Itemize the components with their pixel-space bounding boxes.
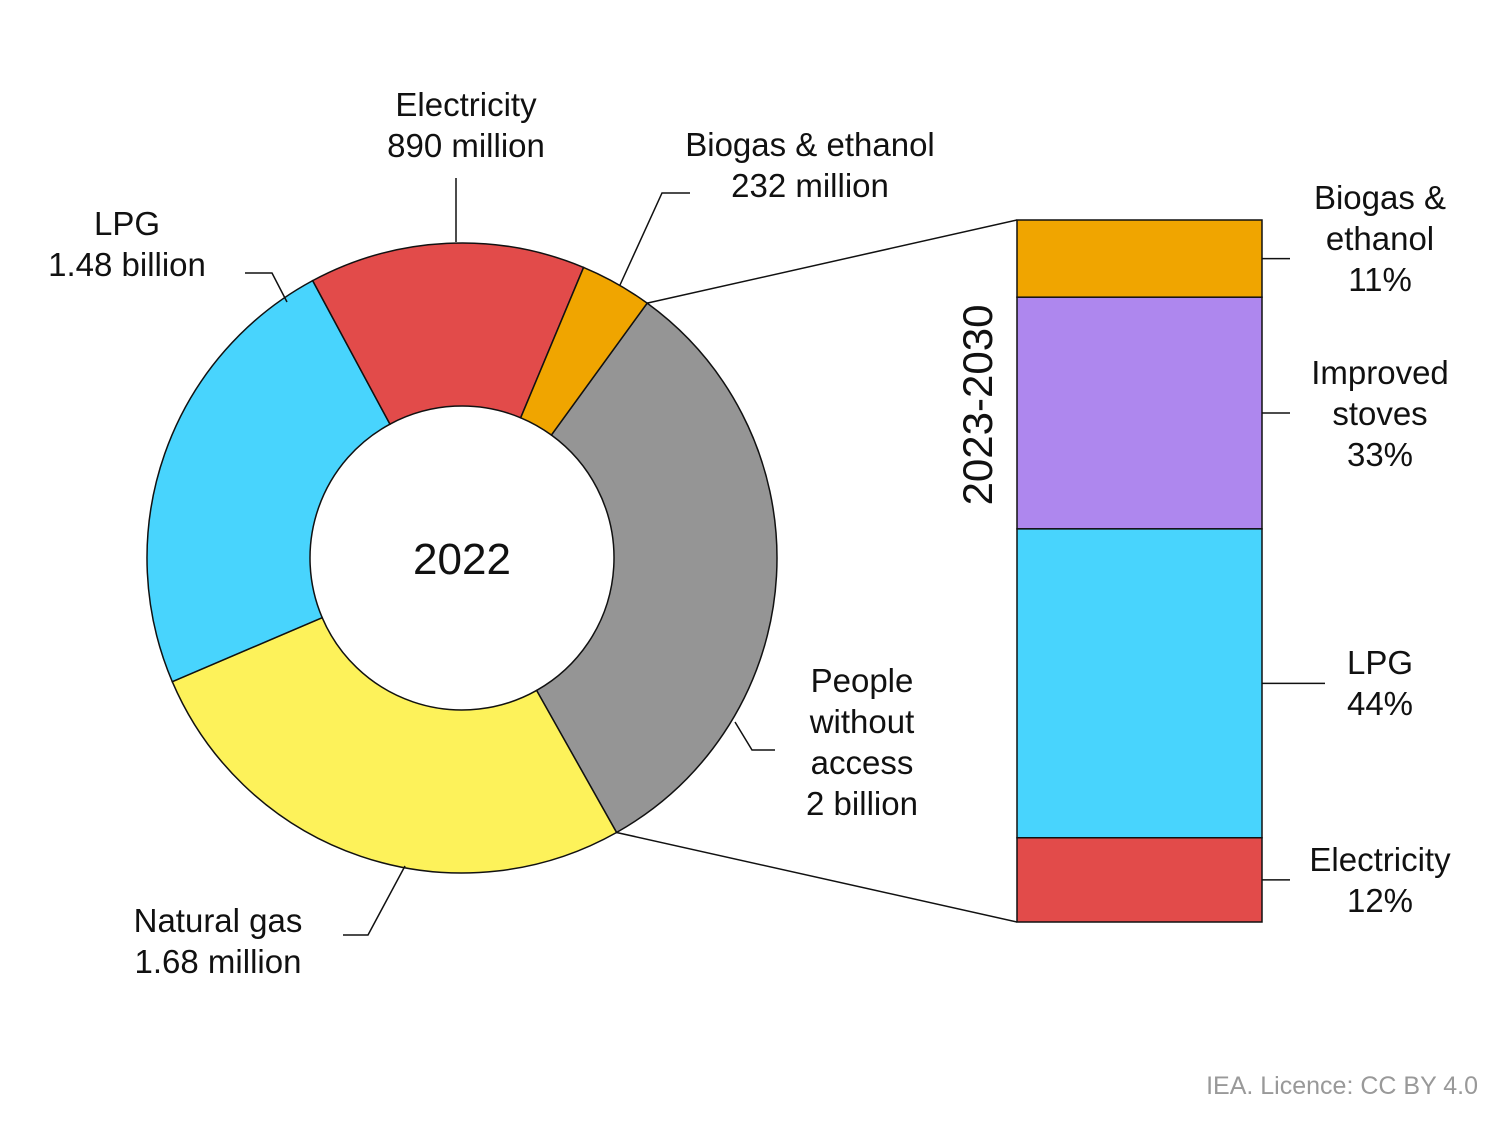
category-label: Biogas & ethanol: [1313, 179, 1447, 258]
value-label: 44%: [1346, 685, 1414, 723]
category-label: Improved stoves: [1311, 353, 1449, 432]
donut-slice: [171, 616, 618, 874]
value-label: 1.48 billion: [48, 246, 206, 283]
category-label: Electricity: [1309, 840, 1451, 878]
period-label: 2023-2030: [954, 305, 1001, 506]
leader-line: [734, 721, 775, 751]
credit: IEA. Licence: CC BY 4.0: [1206, 1072, 1478, 1100]
segment-label: LPG 44%: [1280, 642, 1480, 724]
donut-slice: [519, 266, 649, 437]
category-label: Biogas & ethanol: [685, 126, 935, 163]
bar-segment: [1016, 219, 1263, 298]
value-label: 2 billion: [806, 785, 918, 822]
category-label: LPG: [93, 205, 161, 242]
leader-line: [343, 865, 406, 936]
donut-slice: [146, 279, 391, 683]
leader-line: [245, 272, 288, 303]
category-label: Natural gas: [133, 902, 303, 939]
value-label: 232 million: [731, 167, 889, 204]
value-label: 890 million: [387, 127, 545, 164]
slice-label: Electricity 890 million: [336, 84, 596, 166]
segment-label: Electricity 12%: [1280, 839, 1480, 921]
value-label: 12%: [1346, 881, 1414, 919]
segment-label: Improved stoves 33%: [1280, 352, 1480, 475]
leader-line: [619, 192, 690, 286]
bar-segment: [1016, 296, 1263, 530]
value-label: 33%: [1346, 435, 1414, 473]
slice-label: Biogas & ethanol 232 million: [650, 124, 970, 206]
category-label: People without access: [809, 662, 915, 781]
slice-label: People without access 2 billion: [787, 660, 937, 824]
donut-slice: [311, 242, 585, 426]
value-label: 11%: [1348, 261, 1412, 299]
center-label: 2022: [413, 535, 511, 584]
slice-label: Natural gas 1.68 million: [88, 900, 348, 982]
donut-slice: [535, 302, 778, 834]
segment-label: Biogas & ethanol 11%: [1280, 177, 1480, 300]
connector: [616, 831, 1018, 923]
slice-label: LPG 1.48 billion: [7, 203, 247, 285]
connector: [646, 219, 1018, 304]
category-label: Electricity: [395, 86, 537, 123]
value-label: 1.68 million: [134, 943, 302, 980]
bar-segment: [1016, 528, 1263, 839]
bar-segment: [1016, 837, 1263, 923]
category-label: LPG: [1346, 644, 1414, 682]
